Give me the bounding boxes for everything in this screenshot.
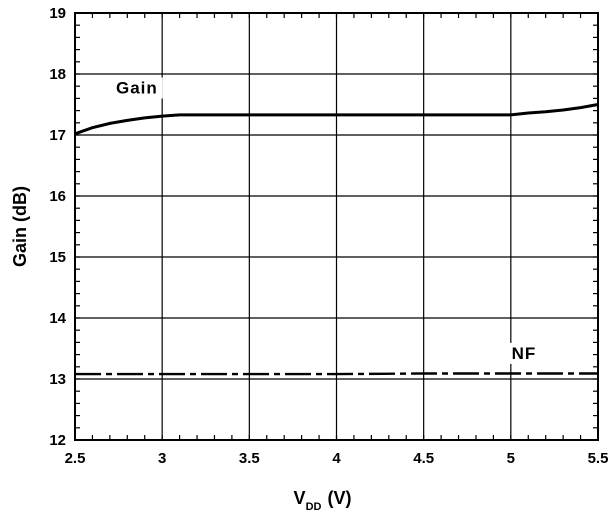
x-tick-label: 4.5 (413, 450, 434, 467)
x-tick-label: 4 (332, 450, 341, 467)
nf-label-backing (506, 342, 542, 364)
x-axis-title-main: V (294, 488, 306, 508)
series-lines (74, 103, 599, 376)
series-line-gain (74, 103, 599, 136)
y-tick-label: 18 (49, 66, 66, 83)
series-label-nf: NF (512, 344, 537, 363)
x-axis-title-subscript: DD (306, 501, 322, 513)
x-tick-label: 2.5 (65, 450, 86, 467)
y-tick-label: 12 (49, 432, 66, 449)
y-tick-label: 14 (49, 310, 66, 327)
y-tick-label: 15 (49, 249, 66, 266)
plot-frame (74, 12, 599, 441)
y-tick-label: 19 (49, 5, 66, 22)
x-tick-label: 3.5 (239, 450, 260, 467)
y-axis-title: Gain (dB) (10, 186, 30, 267)
y-tick-label: 16 (49, 188, 66, 205)
series-line-nf (75, 372, 598, 376)
y-tick-label: 13 (49, 371, 66, 388)
series-label-gain: Gain (116, 79, 158, 98)
x-tick-labels: 2.5 3 3.5 4 4.5 5 5.5 (65, 450, 609, 467)
y-tick-labels: 12 13 14 15 16 17 18 19 (49, 5, 66, 449)
x-tick-label: 5.5 (588, 450, 609, 467)
x-axis-title-unit: (V) (327, 488, 351, 508)
x-tick-label: 5 (507, 450, 515, 467)
x-tick-label: 3 (158, 450, 166, 467)
gain-label-backing (110, 77, 163, 99)
x-axis-title: VDD (V) (294, 488, 352, 513)
y-tick-label: 17 (49, 127, 66, 144)
grid (74, 12, 599, 441)
